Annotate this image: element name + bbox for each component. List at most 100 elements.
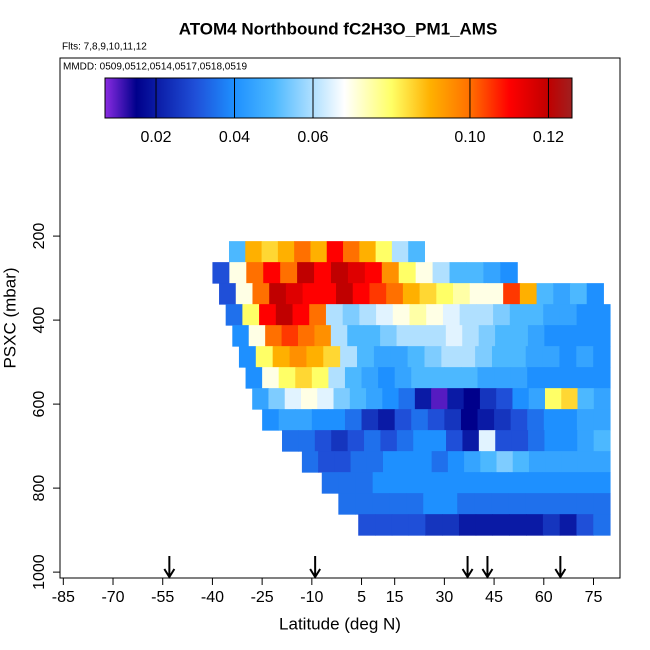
x-tick-label: -25 <box>251 589 274 606</box>
heat-cell <box>398 262 417 284</box>
heat-cell <box>560 367 578 389</box>
heat-cell <box>593 367 611 389</box>
y-tick-label: 200 <box>31 223 48 250</box>
heat-cell <box>509 514 527 536</box>
heat-cell <box>528 430 545 452</box>
heat-cell <box>297 262 315 284</box>
heat-cell <box>326 241 344 263</box>
heat-cell <box>331 430 349 452</box>
heat-cell <box>544 430 562 452</box>
heat-cell <box>366 451 384 473</box>
heat-cell <box>343 241 360 263</box>
y-tick-label: 400 <box>31 307 48 334</box>
heat-cell <box>309 304 327 326</box>
heat-cell <box>212 262 230 284</box>
heat-cell <box>412 325 430 347</box>
heat-cell <box>553 283 571 305</box>
heat-cell <box>425 514 443 536</box>
heat-cell <box>408 514 426 536</box>
heat-cell <box>350 451 368 473</box>
heat-cell <box>427 409 445 431</box>
heat-cell <box>389 493 407 515</box>
x-tick-label: 15 <box>386 589 404 606</box>
heat-cell <box>462 430 480 452</box>
heat-cell <box>464 451 481 473</box>
colorbar-tick-label: 0.02 <box>140 129 171 146</box>
heat-cell <box>478 325 496 347</box>
heat-cell <box>246 262 264 284</box>
heat-cell <box>278 409 296 431</box>
heat-cell <box>442 514 460 536</box>
heat-cell <box>349 388 367 410</box>
heat-cell <box>328 367 346 389</box>
x-tick-label: 30 <box>435 589 453 606</box>
heat-cell <box>431 388 448 410</box>
heat-cell <box>330 262 349 284</box>
heat-cell <box>394 409 412 431</box>
heat-cell <box>364 262 383 284</box>
colorbar-tick-label: 0.10 <box>454 129 485 146</box>
heat-cell <box>586 283 604 305</box>
heat-cell <box>576 409 594 431</box>
colorbar-tick-label: 0.06 <box>297 129 328 146</box>
heat-cell <box>477 367 495 389</box>
heat-cell <box>526 514 544 536</box>
heat-cell <box>542 472 560 494</box>
heat-cell <box>380 325 398 347</box>
heat-cell <box>475 514 494 536</box>
heat-cell <box>544 325 562 347</box>
heat-cell <box>375 241 393 263</box>
heat-cell <box>483 262 501 284</box>
heat-cell <box>447 388 465 410</box>
heat-cell <box>527 325 545 347</box>
heat-cell <box>528 451 546 473</box>
heat-cell <box>414 388 432 410</box>
heat-cell <box>259 304 277 326</box>
heat-cell <box>338 472 357 494</box>
heat-cell <box>298 430 316 452</box>
heat-cell <box>242 304 260 326</box>
heat-cell <box>429 325 447 347</box>
heat-cell <box>469 283 487 305</box>
heat-cell <box>460 367 479 389</box>
heat-cell <box>415 451 433 473</box>
heat-cell <box>576 514 594 536</box>
heat-cell <box>459 304 477 326</box>
heat-cell <box>314 430 332 452</box>
arrow <box>309 556 321 579</box>
heat-cell <box>463 388 481 410</box>
heat-cell <box>542 346 560 368</box>
heat-cell <box>445 325 463 347</box>
heat-cell <box>570 283 588 305</box>
heat-cell <box>561 451 579 473</box>
heat-cell <box>576 304 594 326</box>
heat-cell <box>361 367 379 389</box>
heat-cell <box>336 283 354 305</box>
heat-cell <box>593 514 611 536</box>
heat-cell <box>347 430 365 452</box>
heat-cell <box>298 325 315 347</box>
heat-cell <box>474 493 492 515</box>
heat-cell <box>375 514 393 536</box>
chart-title: ATOM4 Northbound fC2H3O_PM1_AMS <box>179 19 498 38</box>
heat-cell <box>352 283 370 305</box>
heat-cell <box>386 283 404 305</box>
heat-cell <box>373 346 392 368</box>
heat-cell <box>382 451 400 473</box>
x-tick-label: -40 <box>201 589 224 606</box>
heat-cell <box>269 283 287 305</box>
heat-cell <box>525 472 543 494</box>
y-tick-label: 1000 <box>31 554 48 590</box>
heat-cell <box>509 304 527 326</box>
heat-cell <box>317 388 335 410</box>
heat-cell <box>252 283 270 305</box>
heat-cell <box>396 430 414 452</box>
heat-cell <box>408 241 425 263</box>
arrow <box>461 556 474 579</box>
heat-cell <box>369 283 387 305</box>
heat-cell <box>295 409 313 431</box>
heat-cell <box>372 472 391 494</box>
heat-cell <box>503 283 521 305</box>
heat-cell <box>559 304 578 326</box>
